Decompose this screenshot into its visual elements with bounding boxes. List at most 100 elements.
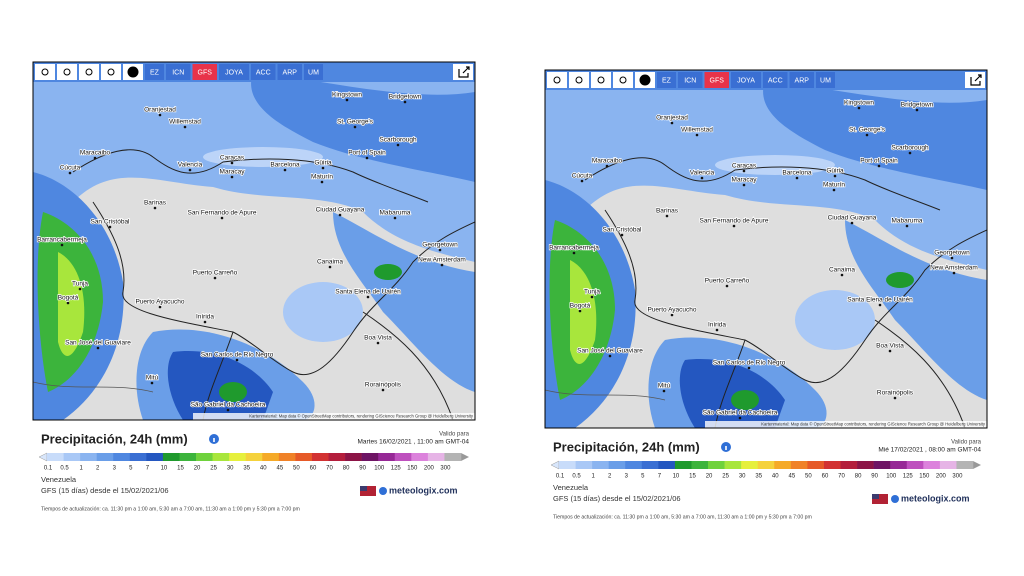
city-dot [440, 263, 444, 267]
legend-end [973, 461, 981, 469]
legend-label: 125 [391, 466, 402, 472]
city-label: Kingstown [844, 100, 874, 107]
legend-label: 2 [608, 474, 612, 480]
city-dot [96, 346, 100, 350]
flag-canton [360, 486, 367, 491]
model-button[interactable] [763, 72, 788, 88]
rain-spot [886, 272, 914, 288]
tool-button[interactable] [591, 72, 611, 88]
tool-button[interactable] [547, 72, 567, 88]
tool-button[interactable] [57, 64, 77, 80]
panel-title: Precipitación, 24h (mm) [41, 431, 188, 446]
model-button[interactable] [704, 72, 730, 88]
legend-swatch [674, 461, 692, 469]
tool-button[interactable] [613, 72, 633, 88]
model-button-label: JOYA [737, 77, 755, 84]
model-button-label: ARP [795, 77, 810, 84]
city-dot [695, 133, 699, 137]
legend-swatch [328, 453, 346, 461]
city-dot [353, 125, 357, 129]
model-run: GFS (15 días) desde el 15/02/2021/06 [41, 486, 169, 495]
city-label: Güiria [314, 160, 332, 167]
legend-swatch [559, 461, 576, 469]
legend-label: 20 [706, 474, 713, 480]
attribution-bg [705, 421, 987, 428]
city-label: Inírida [196, 314, 214, 321]
city-label: Tunja [584, 289, 600, 296]
city-dot [580, 179, 584, 183]
model-button[interactable] [657, 72, 676, 88]
legend-label: 0.1 [44, 466, 53, 472]
legend-swatch [196, 453, 213, 461]
tool-button[interactable] [79, 64, 99, 80]
city-dot [742, 183, 746, 187]
model-button[interactable] [816, 72, 835, 88]
city-label: Bridgetown [901, 102, 934, 109]
legend-label: 35 [755, 474, 762, 480]
coastline [72, 149, 429, 203]
city-dot [832, 188, 836, 192]
legend-swatch [641, 461, 659, 469]
city-dot [403, 100, 407, 104]
model-button[interactable] [166, 64, 191, 80]
rain-spot [795, 290, 875, 350]
tool-button[interactable] [101, 64, 121, 80]
model-button[interactable] [219, 64, 249, 80]
city-dot [908, 151, 912, 155]
model-button[interactable] [277, 64, 303, 80]
legend-swatch [906, 461, 924, 469]
legend-swatch [179, 453, 197, 461]
panel-title: Precipitación, 24h (mm) [553, 439, 700, 454]
city-label: Barinas [656, 208, 679, 215]
city-label: Cúcuta [60, 165, 81, 172]
model-button[interactable] [251, 64, 276, 80]
region: Venezuela [553, 483, 589, 492]
tool-button[interactable] [569, 72, 589, 88]
flag [872, 494, 888, 504]
city-label: São Gabriel da Cachoeira [703, 410, 778, 417]
city-dot [230, 175, 234, 179]
model-button[interactable] [789, 72, 815, 88]
city-label: San José del Guaviare [65, 340, 131, 347]
legend-label: 5 [641, 474, 645, 480]
legend-label: 7 [146, 466, 150, 472]
legend-swatch [47, 453, 64, 461]
share-icon [458, 66, 470, 78]
rain-spot [731, 390, 759, 410]
tool-button[interactable] [35, 64, 55, 80]
legend-label: 10 [673, 474, 680, 480]
city-label: Boa Vista [876, 343, 904, 350]
legend-label: 70 [326, 466, 333, 472]
valid-label: Valido para [439, 432, 470, 438]
city-dot [608, 354, 612, 358]
legend-label: 45 [788, 474, 795, 480]
border [604, 209, 987, 384]
legend-swatch [311, 453, 329, 461]
model-button[interactable] [731, 72, 761, 88]
city-dot [738, 416, 742, 420]
brand-logo [379, 487, 387, 495]
tool-icon [41, 68, 49, 76]
legend-label: 7 [658, 474, 662, 480]
model-button-label: GFS [710, 77, 725, 84]
model-button[interactable] [304, 64, 323, 80]
city-label: Canaima [317, 259, 343, 266]
tool-icon [107, 68, 115, 76]
model-button[interactable] [145, 64, 164, 80]
brand: meteologix.com [901, 493, 970, 503]
legend-label: 200 [424, 466, 435, 472]
city-label: Ciudad Guayana [316, 207, 365, 214]
city-dot [108, 225, 112, 229]
city-dot [833, 174, 837, 178]
legend-label: 20 [194, 466, 201, 472]
legend-label: 0.5 [572, 474, 581, 480]
legend-label: 150 [919, 474, 930, 480]
coastline [584, 157, 941, 211]
model-button[interactable] [678, 72, 703, 88]
city-label: Barinas [144, 200, 167, 207]
model-button-label: UM [308, 69, 319, 76]
legend-label: 200 [936, 474, 947, 480]
city-label: Port of Spain [860, 158, 898, 165]
model-button[interactable] [192, 64, 218, 80]
